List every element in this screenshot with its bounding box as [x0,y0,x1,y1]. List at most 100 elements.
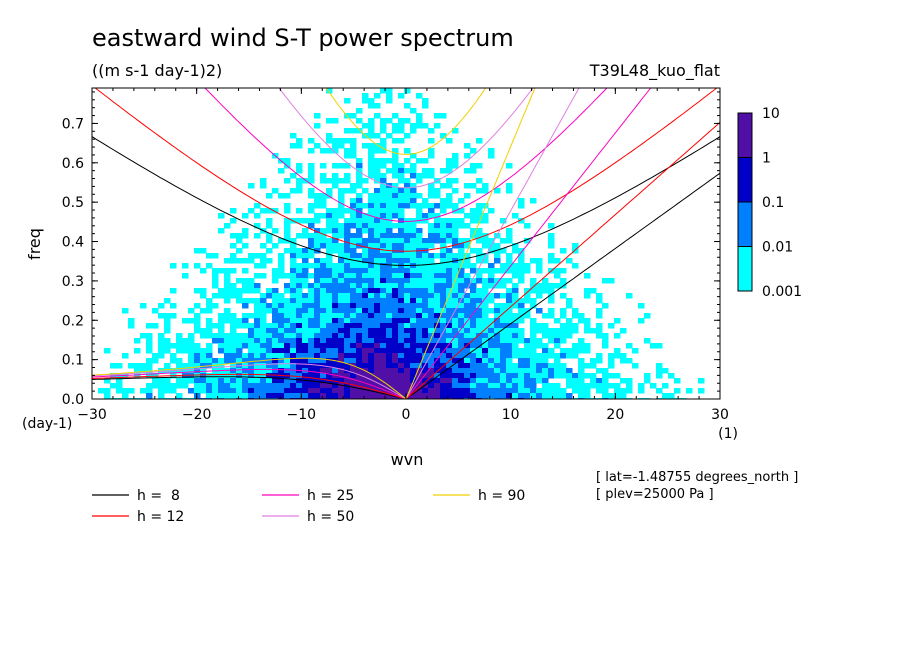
heat-cell [560,393,567,399]
heat-cell [380,318,387,324]
heat-cell [512,388,519,394]
heat-cell [368,353,375,359]
heat-cell [542,328,549,334]
x-axis-label: wvn [391,450,424,469]
heat-cell [284,273,291,279]
heat-cell [434,393,441,399]
heat-cell [476,358,483,364]
heat-cell [374,383,381,389]
heat-cell [272,308,279,314]
heat-cell [278,343,285,349]
heat-cell [314,288,321,294]
heat-cell [200,363,207,369]
heat-cell [140,368,147,374]
heat-cell [488,348,495,354]
heat-cell [326,228,333,234]
heat-cell [218,338,225,344]
heat-cell [506,303,513,309]
heat-cell [278,383,285,389]
heat-cell [320,263,327,269]
heat-cell [500,278,507,284]
heat-cell [440,293,447,299]
heat-cell [350,263,357,269]
heat-cell [524,298,531,304]
heat-cell [446,223,453,229]
heat-cell [452,218,459,224]
heat-cell [338,348,345,354]
heat-cell [446,268,453,274]
heat-cell [380,378,387,384]
heat-cell [440,318,447,324]
heat-cell [278,238,285,244]
heat-cell [158,303,165,309]
heat-cell [506,263,513,269]
heat-cell [560,338,567,344]
heat-cell [146,333,153,339]
heat-cell [548,258,555,264]
heat-cell [392,123,399,129]
heat-cell [434,303,441,309]
heat-cell [206,348,213,354]
heat-cell [386,268,393,274]
heat-cell [332,373,339,379]
heat-cell [410,108,417,114]
heat-cell [578,378,585,384]
heat-cell [380,238,387,244]
heat-cell [458,338,465,344]
heat-cell [584,318,591,324]
heat-cell [320,163,327,169]
heat-cell [470,393,477,399]
heat-cell [350,293,357,299]
heat-cell [698,388,705,394]
heat-cell [266,248,273,254]
heat-cell [374,148,381,154]
heat-cell [386,363,393,369]
heat-cell [164,388,171,394]
heat-cell [194,313,201,319]
heat-cell [206,373,213,379]
heat-cell [392,253,399,259]
heat-cell [524,223,531,229]
heat-cell [590,328,597,334]
heat-cell [458,273,465,279]
heat-cell [266,348,273,354]
heat-cell [530,278,537,284]
heat-cell [578,363,585,369]
heat-cell [122,308,129,314]
heat-cell [290,348,297,354]
heat-cell [488,338,495,344]
colorbar-segment [737,246,753,292]
heat-cell [278,348,285,354]
heat-cell [434,308,441,314]
heat-cell [290,378,297,384]
heat-cell [440,273,447,279]
heat-cell [326,288,333,294]
heat-cell [416,393,423,399]
heat-cell [242,323,249,329]
heat-cell [398,118,405,124]
heat-cell [470,183,477,189]
heat-cell [248,338,255,344]
heat-cell [212,278,219,284]
heat-cell [242,243,249,249]
heat-cell [254,263,261,269]
heat-cell [416,388,423,394]
heat-cell [542,373,549,379]
x-tick-label: 0 [402,407,411,423]
heat-cell [266,363,273,369]
heat-cell [332,268,339,274]
heat-cell [284,218,291,224]
heat-cell [200,328,207,334]
heat-cell [458,238,465,244]
heat-cell [542,358,549,364]
heat-cell [296,323,303,329]
heat-cell [332,283,339,289]
heat-cell [506,278,513,284]
heat-cell [422,98,429,104]
heat-cell [386,283,393,289]
heat-cell [530,288,537,294]
heat-cell [254,288,261,294]
heat-cell [596,323,603,329]
x-tick-label: 20 [606,407,624,423]
heat-cell [338,313,345,319]
